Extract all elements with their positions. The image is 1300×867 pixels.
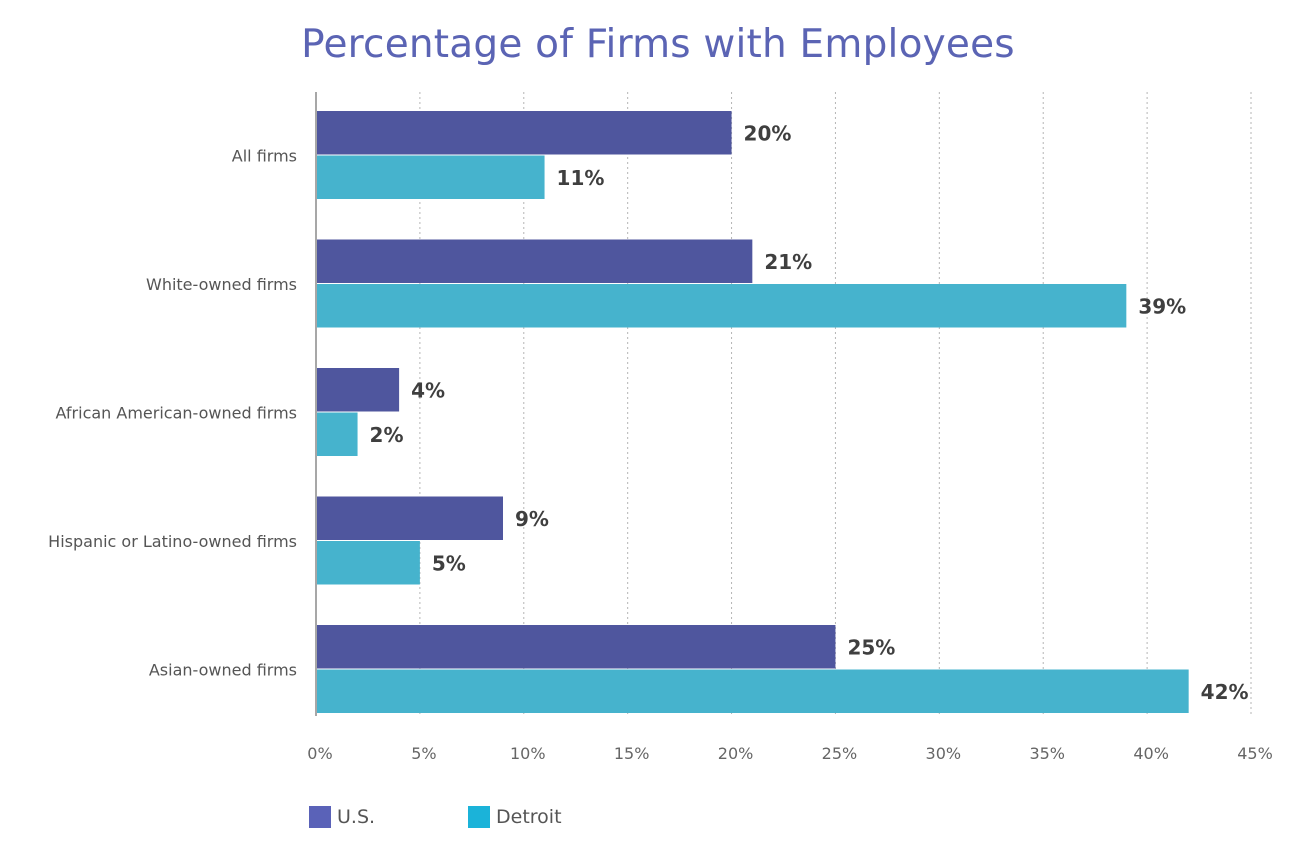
x-tick-label: 0%: [307, 744, 332, 763]
x-tick-label: 15%: [614, 744, 650, 763]
data-label: 4%: [411, 378, 445, 402]
data-label: 11%: [557, 166, 605, 190]
x-tick-label: 40%: [1133, 744, 1169, 763]
labels: 0% 5% 10% 15% 20% 25% 30% 35% 40% 45% All firms Whi…: [48, 121, 1273, 763]
bar-us: [317, 368, 400, 412]
legend-label: Detroit: [496, 806, 562, 828]
bar-detroit: [317, 541, 420, 585]
legend-swatch: [468, 806, 490, 828]
data-label: 20%: [744, 121, 792, 145]
chart-title: Percentage of Firms with Employees: [301, 22, 1015, 67]
x-tick-label: 30%: [926, 744, 962, 763]
bar-us: [317, 625, 836, 669]
x-tick-label: 35%: [1029, 744, 1065, 763]
data-label: 2%: [370, 423, 404, 447]
x-tick-label: 25%: [822, 744, 858, 763]
x-tick-label: 10%: [510, 744, 546, 763]
data-label: 39%: [1138, 294, 1186, 318]
data-label: 9%: [515, 507, 549, 531]
grid-lines: [419, 92, 1252, 716]
data-label: 21%: [764, 250, 812, 274]
legend-label: U.S.: [337, 806, 376, 828]
category-label: Hispanic or Latino-owned firms: [48, 532, 297, 551]
x-tick-label: 5%: [411, 744, 436, 763]
data-label: 25%: [847, 635, 895, 659]
bar-us: [317, 111, 732, 155]
legend-swatch: [309, 806, 331, 828]
x-tick-label: 45%: [1237, 744, 1273, 763]
category-label: Asian-owned firms: [149, 661, 297, 680]
bar-detroit: [317, 284, 1127, 328]
data-label: 42%: [1201, 680, 1249, 704]
bar-detroit: [317, 155, 545, 199]
x-tick-label: 20%: [718, 744, 754, 763]
legend-item: Detroit: [468, 806, 562, 830]
legend-item: U.S.: [309, 806, 375, 830]
bars: [317, 111, 1189, 713]
data-label: 5%: [432, 551, 466, 575]
bar-detroit: [317, 412, 358, 456]
bar-detroit: [317, 669, 1189, 713]
bar-us: [317, 239, 753, 283]
category-label: All firms: [232, 147, 297, 166]
category-label: White-owned firms: [146, 275, 297, 294]
category-label: African American-owned firms: [56, 404, 297, 423]
bar-us: [317, 496, 503, 540]
